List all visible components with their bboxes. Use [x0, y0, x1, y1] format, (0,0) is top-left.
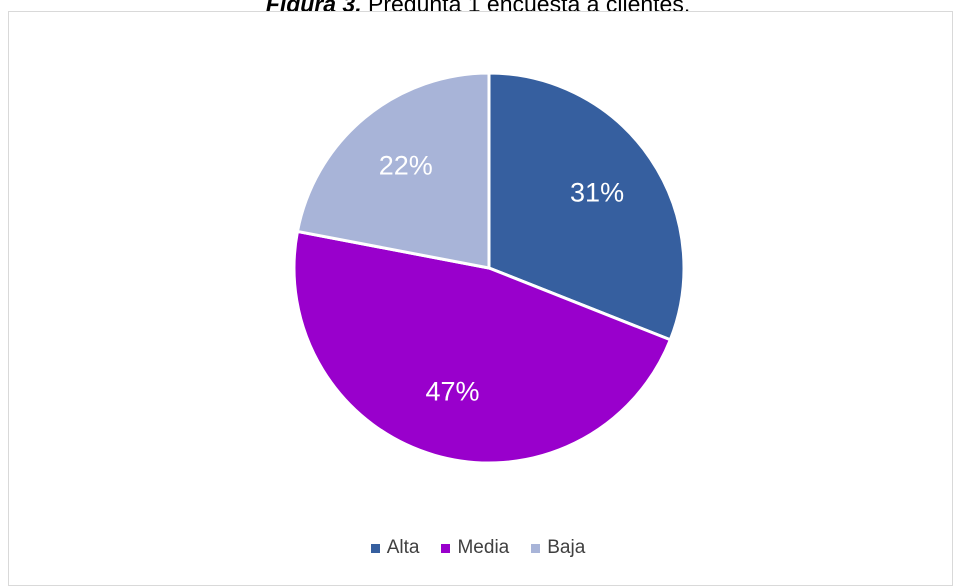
pie-slice-media	[292, 229, 673, 465]
chart-legend: Alta Media Baja	[0, 537, 956, 559]
legend-label-alta: Alta	[386, 537, 420, 558]
legend-item-media: Media	[441, 537, 509, 559]
legend-label-media: Media	[457, 537, 510, 558]
legend-swatch-baja	[531, 543, 541, 553]
data-label-baja: 22%	[379, 150, 433, 180]
legend-item-alta: Alta	[370, 537, 420, 559]
pie-slice-alta	[487, 71, 686, 342]
legend-swatch-media	[441, 543, 451, 553]
data-label-alta: 31%	[570, 178, 624, 208]
legend-label-baja: Baja	[547, 537, 586, 558]
data-label-media: 47%	[426, 377, 480, 407]
legend-swatch-alta	[370, 543, 380, 553]
legend-item-baja: Baja	[531, 537, 585, 559]
pie-slice-baja	[295, 71, 491, 270]
